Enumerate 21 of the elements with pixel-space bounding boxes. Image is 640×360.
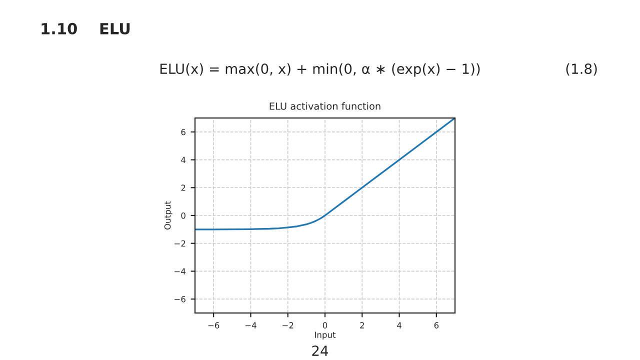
y-axis-title: Output [164, 201, 172, 230]
x-tick-label: −4 [245, 322, 256, 328]
y-tick-label: 2 [181, 184, 186, 191]
x-tick-label: −6 [208, 322, 220, 328]
text: ELU(x) = max(0, x) + min(0, α ∗ (exp(x) − 1)) [160, 63, 480, 77]
text: (1.8) [566, 63, 597, 76]
chart-title: ELU activation function [270, 102, 380, 110]
x-tick-label: −2 [282, 322, 294, 328]
x-tick-label: 4 [397, 322, 402, 328]
y-tick-label: 6 [181, 128, 186, 136]
text: 1.10 ELU [42, 22, 130, 34]
y-tick-label: −2 [174, 240, 186, 247]
y-tick-label: −4 [174, 268, 186, 274]
y-tick-label: 4 [181, 156, 186, 163]
x-tick-label: 2 [360, 322, 364, 328]
y-tick-label: −6 [174, 296, 186, 302]
x-axis-title: Input [315, 332, 336, 340]
x-tick-label: 0 [322, 322, 328, 328]
text: 24 [312, 346, 328, 356]
y-tick-label: 0 [181, 212, 186, 219]
x-tick-label: 6 [434, 322, 439, 328]
